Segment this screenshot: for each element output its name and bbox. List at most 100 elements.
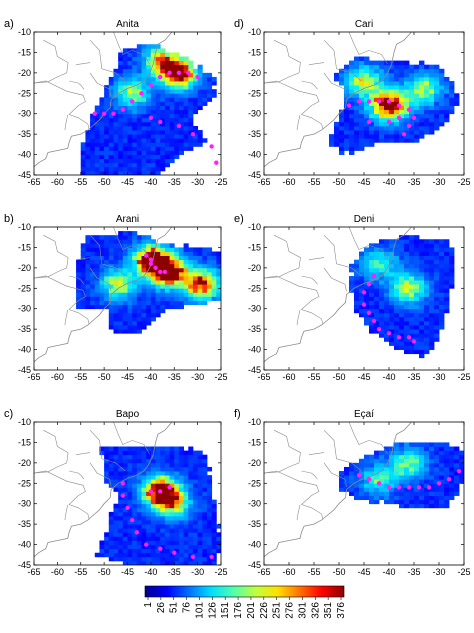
y-tick-label: -45 bbox=[248, 170, 261, 180]
x-tick-label: -45 bbox=[121, 372, 134, 382]
track-point bbox=[120, 107, 126, 112]
x-tick-label: -55 bbox=[74, 372, 87, 382]
colorbar-tick-label: 326 bbox=[310, 602, 321, 619]
track-point bbox=[158, 74, 163, 80]
x-tick-label: -25 bbox=[214, 567, 227, 577]
country-border bbox=[323, 429, 362, 472]
country-border bbox=[323, 462, 347, 487]
y-tick-label: -30 bbox=[18, 109, 31, 119]
x-tick-label: -35 bbox=[407, 372, 420, 382]
x-tick-label: -60 bbox=[51, 177, 64, 187]
country-border bbox=[264, 39, 301, 84]
x-tick-label: -30 bbox=[191, 567, 204, 577]
coastline bbox=[34, 227, 173, 363]
track-point bbox=[148, 115, 154, 121]
track-point bbox=[125, 505, 130, 510]
coastline bbox=[34, 422, 173, 558]
x-tick-label: -55 bbox=[307, 567, 320, 577]
x-tick-label: -35 bbox=[407, 567, 420, 577]
country-border bbox=[34, 234, 69, 279]
heat-field bbox=[80, 44, 217, 175]
y-tick-label: -20 bbox=[18, 458, 31, 468]
colorbar-tick-label: 101 bbox=[194, 602, 205, 619]
y-tick-label: -40 bbox=[248, 345, 261, 355]
x-tick-label: -60 bbox=[51, 567, 64, 577]
plot-area bbox=[264, 227, 455, 363]
x-tick-label: -30 bbox=[432, 372, 445, 382]
y-tick-label: -45 bbox=[248, 560, 261, 570]
country-border bbox=[34, 470, 90, 520]
cyclone-track bbox=[356, 468, 462, 490]
track-point bbox=[167, 485, 172, 490]
track-point bbox=[101, 111, 107, 116]
country-border bbox=[348, 422, 388, 455]
country-border bbox=[348, 32, 388, 65]
track-point bbox=[158, 119, 163, 125]
track-point bbox=[148, 257, 154, 262]
country-border bbox=[69, 80, 85, 90]
country-border bbox=[301, 470, 318, 480]
track-point bbox=[371, 273, 377, 279]
country-border bbox=[301, 80, 318, 90]
track-point bbox=[366, 99, 372, 104]
track-point bbox=[376, 481, 382, 486]
country-border bbox=[264, 234, 301, 279]
x-tick-label: -50 bbox=[332, 567, 345, 577]
track-point bbox=[416, 485, 422, 490]
y-tick-label: -15 bbox=[248, 242, 261, 252]
heat-field bbox=[329, 56, 460, 155]
y-tick-label: -20 bbox=[248, 263, 261, 273]
x-tick-label: -40 bbox=[144, 567, 157, 577]
country-border bbox=[89, 234, 126, 277]
country-border bbox=[296, 309, 301, 326]
country-border bbox=[34, 429, 69, 474]
track-point bbox=[120, 493, 126, 498]
panel-title: Eçaí bbox=[354, 409, 374, 420]
x-tick-label: -50 bbox=[332, 372, 345, 382]
country-border bbox=[264, 275, 324, 325]
track-point bbox=[346, 103, 352, 108]
country-border bbox=[323, 39, 362, 82]
panel-title: Deni bbox=[354, 214, 375, 225]
y-tick-label: -25 bbox=[18, 478, 31, 488]
y-tick-label: -40 bbox=[18, 150, 31, 160]
country-border bbox=[113, 227, 150, 260]
colorbar: 1 26 51 76 101 126 151 176 201 226 251 276 301 326 351… bbox=[143, 585, 347, 619]
cyclone-track bbox=[144, 253, 168, 275]
panel-letter: d) bbox=[234, 18, 244, 30]
track-point bbox=[167, 70, 172, 76]
y-tick-label: -40 bbox=[248, 150, 261, 160]
track-point bbox=[406, 335, 412, 340]
y-tick-label: -20 bbox=[18, 263, 31, 273]
panel-arani: -65 -60 -55 -50 -45 -40 -35 -30 -25-10-15-20-25-… bbox=[4, 213, 228, 382]
country-border bbox=[113, 422, 150, 455]
country-border bbox=[308, 257, 325, 260]
track-point bbox=[92, 111, 97, 116]
x-tick-label: -30 bbox=[432, 177, 445, 187]
coastline bbox=[264, 32, 412, 168]
colorbar-tick-label: 76 bbox=[182, 602, 193, 614]
y-tick-label: -30 bbox=[248, 304, 261, 314]
plot-area bbox=[34, 32, 219, 175]
y-tick-label: -10 bbox=[18, 27, 31, 37]
x-tick-label: -65 bbox=[27, 177, 40, 187]
y-tick-label: -35 bbox=[248, 324, 261, 334]
y-tick-label: -35 bbox=[248, 519, 261, 529]
y-tick-label: -40 bbox=[18, 345, 31, 355]
y-tick-label: -35 bbox=[18, 129, 31, 139]
y-tick-label: -15 bbox=[18, 242, 31, 252]
x-tick-label: -55 bbox=[307, 177, 320, 187]
colorbar-tick-label: 1 bbox=[143, 602, 154, 608]
track-point bbox=[190, 131, 196, 137]
country-border bbox=[89, 429, 126, 472]
track-point bbox=[144, 253, 149, 258]
x-tick-label: -45 bbox=[357, 372, 370, 382]
country-border bbox=[89, 267, 112, 292]
track-point bbox=[396, 485, 402, 490]
colorbar-tick-label: 226 bbox=[259, 602, 270, 619]
y-tick-label: -25 bbox=[248, 88, 261, 98]
country-border bbox=[64, 114, 68, 131]
x-tick-label: -40 bbox=[144, 372, 157, 382]
x-tick-label: -30 bbox=[432, 567, 445, 577]
